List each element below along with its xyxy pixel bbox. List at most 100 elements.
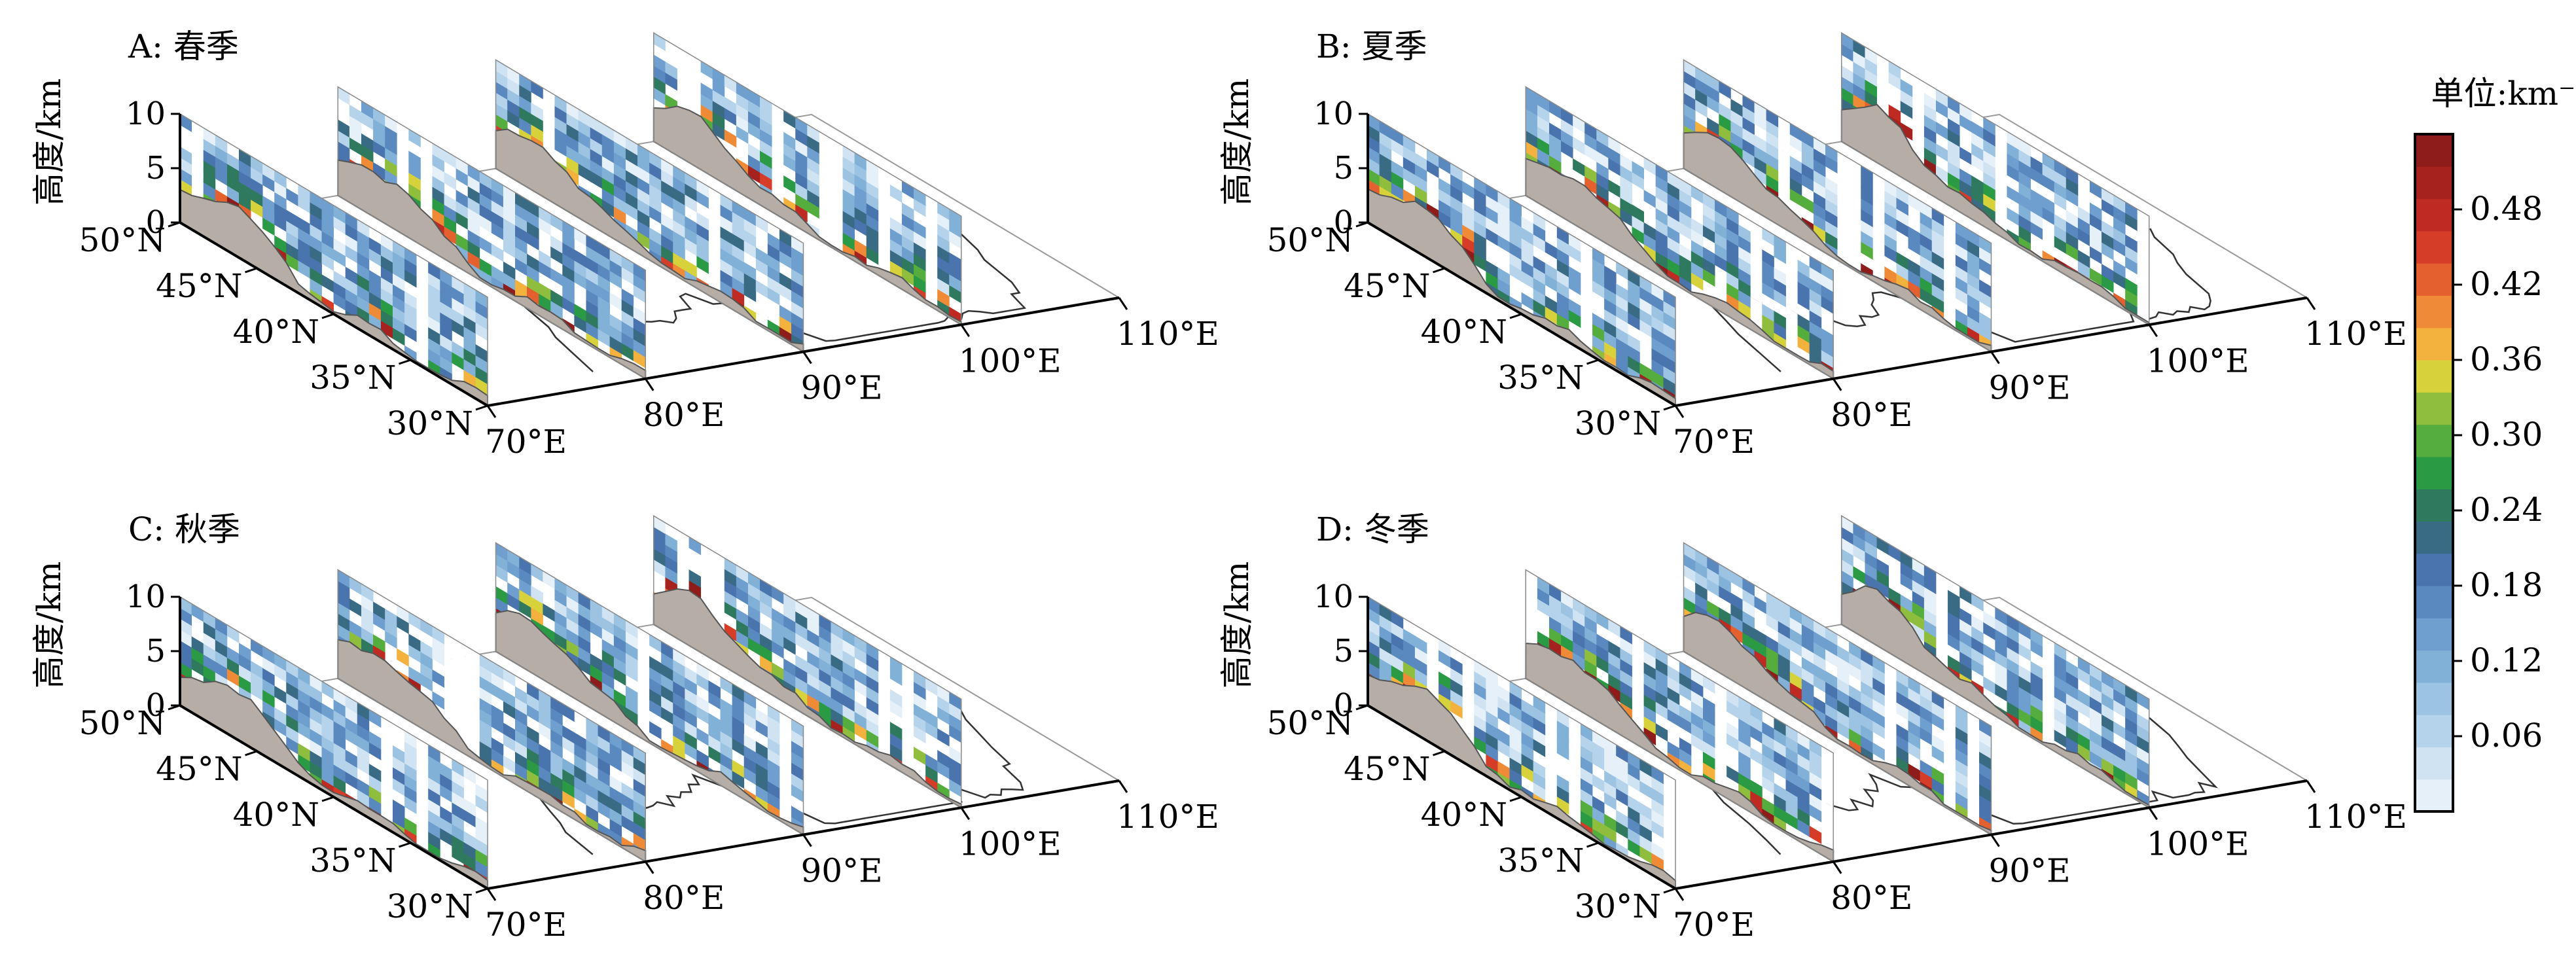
heatmap-cell: [1754, 124, 1767, 142]
lon-tick-label: 70°E: [1673, 423, 1755, 461]
heatmap-cell: [1533, 749, 1546, 768]
heatmap-cell: [1821, 800, 1834, 819]
heatmap-cell: [468, 702, 480, 720]
heatmap-cell: [1884, 255, 1897, 274]
heatmap-cell: [1944, 258, 1956, 277]
lon-tick-label: 100°E: [2147, 825, 2249, 862]
heatmap-cell: [456, 716, 469, 735]
heatmap-cell: [1707, 106, 1719, 125]
lon-tick: [2148, 324, 2158, 338]
heatmap-cell: [393, 734, 405, 753]
heatmap-cell: [1592, 763, 1605, 781]
heatmap-cell: [1912, 129, 1925, 148]
heatmap-cell: [1971, 164, 1984, 183]
curtain-frame: [653, 31, 962, 326]
heatmap-cell: [1719, 596, 1731, 614]
heatmap-cell: [2007, 175, 2019, 193]
heatmap-cell: [1715, 693, 1727, 712]
lat-tick-label: 45°N: [156, 267, 242, 305]
lon-tick-label: 80°E: [1831, 396, 1912, 434]
heatmap-cell: [610, 764, 622, 783]
heatmap-cell: [492, 726, 504, 745]
heatmap-cell: [2030, 232, 2043, 251]
heatmap-cell: [925, 227, 938, 246]
colorbar-segment: [2415, 392, 2453, 425]
heatmap-cell: [574, 293, 586, 311]
heatmap-cell: [590, 643, 603, 661]
heatmap-cell: [475, 806, 488, 824]
heatmap-cell: [1462, 696, 1475, 715]
heatmap-cell: [1691, 207, 1704, 226]
heatmap-cell: [1644, 179, 1656, 198]
heatmap-cell: [1486, 238, 1498, 257]
heatmap-cell: [696, 717, 709, 735]
heatmap-cell: [902, 739, 914, 758]
heatmap-cell: [1462, 685, 1475, 704]
heatmap-cell: [381, 771, 393, 789]
heatmap-cell: [1632, 150, 1645, 169]
heatmap-cell: [2102, 209, 2114, 228]
heatmap-cell: [1750, 736, 1762, 755]
heatmap-cell: [1663, 816, 1675, 834]
heatmap-cell: [1912, 140, 1925, 158]
heatmap-cell: [1581, 294, 1593, 313]
panel-title: B: 夏季: [1316, 27, 1427, 65]
lat-tick: [1433, 267, 1445, 274]
heatmap-cell: [1663, 860, 1675, 878]
heatmap-cell: [1750, 768, 1762, 787]
heatmap-cell: [1920, 738, 1933, 756]
heatmap-cell: [1663, 783, 1675, 802]
heatmap-cell: [732, 749, 745, 767]
heatmap-cell: [1584, 154, 1597, 173]
heatmap-cell: [550, 279, 563, 297]
heatmap-cell: [2137, 274, 2149, 293]
heatmap-cell: [1876, 86, 1889, 105]
heatmap-cell: [1774, 772, 1786, 791]
lat-tick-label: 40°N: [1421, 313, 1507, 351]
heatmap-cell: [653, 43, 666, 62]
heatmap-cell: [2137, 779, 2149, 797]
lon-tick-label: 70°E: [1673, 906, 1755, 944]
heatmap-cell: [1462, 707, 1475, 726]
heatmap-cell: [507, 571, 520, 590]
heatmap-cell: [1785, 285, 1798, 304]
heatmap-cell: [1679, 694, 1692, 712]
heatmap-cell: [1596, 666, 1609, 684]
heatmap-cell: [819, 186, 831, 204]
heatmap-cell: [1715, 715, 1727, 734]
lat-tick: [245, 750, 257, 756]
heatmap-cell: [1944, 280, 1956, 298]
heatmap-cell: [444, 709, 457, 728]
heatmap-cell: [1837, 227, 1850, 246]
heatmap-cell: [831, 160, 843, 179]
heatmap-cell: [696, 738, 709, 757]
lat-tick: [1509, 796, 1522, 802]
heatmap-cell: [369, 753, 382, 772]
heatmap-cell: [1569, 792, 1581, 811]
colorbar-frame: [2414, 133, 2454, 813]
heatmap-cell: [1604, 802, 1617, 821]
terrain-profile: [653, 105, 962, 326]
heatmap-cell: [574, 238, 586, 257]
heatmap-cell: [1849, 191, 1861, 209]
heatmap-cell: [1632, 644, 1645, 662]
heatmap-cell: [192, 120, 204, 139]
heatmap-cell: [468, 658, 480, 677]
heatmap-cell: [661, 728, 673, 747]
heatmap-cell: [756, 269, 768, 287]
heatmap-cell: [1995, 146, 2007, 164]
heatmap-cell: [503, 711, 516, 730]
heatmap-cell: [2054, 203, 2067, 221]
heatmap-cell: [346, 256, 358, 274]
heatmap-cell: [539, 228, 551, 247]
terrain-profile: [495, 610, 804, 836]
heatmap-cell: [444, 644, 457, 662]
terrain-profile: [179, 676, 488, 890]
heatmap-cell: [637, 703, 650, 722]
heatmap-cell: [1814, 685, 1826, 703]
heatmap-cell: [677, 541, 689, 559]
heatmap-cell: [416, 792, 429, 810]
heatmap-cell: [1427, 664, 1439, 683]
heatmap-cell: [779, 788, 792, 806]
